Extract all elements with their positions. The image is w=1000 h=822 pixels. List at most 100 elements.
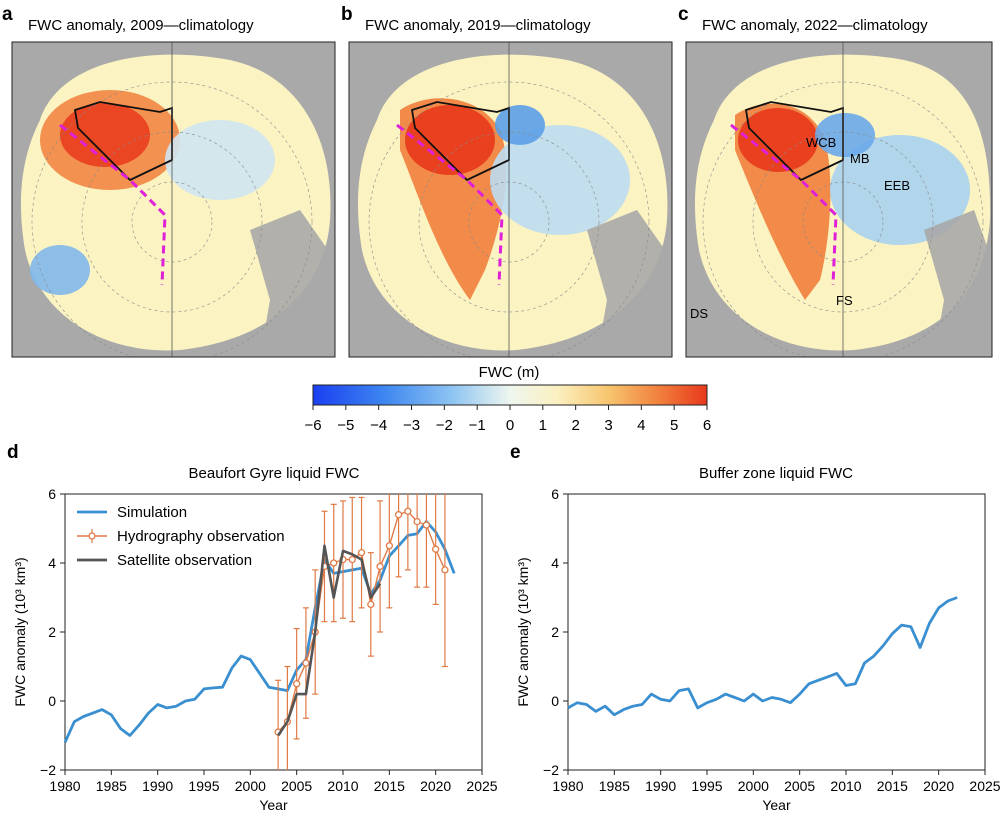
latitude-circle <box>81 131 263 313</box>
map-title-c: FWC anomaly, 2022—climatology <box>702 17 928 34</box>
land-mass <box>686 300 774 357</box>
series-line-satellite-observation <box>277 544 382 737</box>
land-mass <box>349 300 437 357</box>
land-mass <box>250 210 335 357</box>
data-point <box>432 545 440 553</box>
x-axis-title: Year <box>259 797 288 813</box>
anomaly-core <box>405 105 495 175</box>
data-point <box>385 542 393 550</box>
colorbar-tick-label: 5 <box>670 417 678 434</box>
map-frame <box>685 41 993 358</box>
data-point <box>293 680 301 688</box>
latitude-circle <box>368 81 650 357</box>
x-tick-label: 2010 <box>327 778 358 794</box>
region-label-wcb: WCB <box>806 135 836 150</box>
buffer-zone-line <box>59 123 167 286</box>
data-point <box>404 507 412 515</box>
x-tick-label: 1995 <box>691 778 722 794</box>
colorbar: FWC (m) −6 −5 −4 −3 −2 −1 0 1 2 3 4 5 6 <box>304 364 711 434</box>
negative-anomaly-region <box>30 245 90 295</box>
map-title-a: FWC anomaly, 2009—climatology <box>28 17 254 34</box>
map-panel-a: a FWC anomaly, 2009—climatology <box>2 4 336 358</box>
x-tick-label: 2025 <box>969 778 1000 794</box>
data-point <box>330 559 338 567</box>
x-tick-label: 2010 <box>830 778 861 794</box>
map-frame <box>11 41 336 358</box>
chart-title: Buffer zone liquid FWC <box>699 465 853 482</box>
buffer-zone-line <box>730 123 838 286</box>
legend-label: Satellite observation <box>117 552 252 569</box>
x-tick-label: 1980 <box>49 778 80 794</box>
legend-label: Simulation <box>117 504 187 521</box>
colorbar-tick-label: −3 <box>403 417 420 434</box>
colorbar-tick-label: −4 <box>370 417 387 434</box>
negative-anomaly-region <box>165 120 275 200</box>
colorbar-gradient <box>312 384 708 406</box>
buffer-zone-line <box>396 123 504 286</box>
colorbar-tick-label: 4 <box>637 417 645 434</box>
region-label-mb: MB <box>850 151 870 166</box>
panel-letter-b: b <box>341 4 353 25</box>
colorbar-tick-label: 3 <box>604 417 612 434</box>
data-point <box>367 600 375 609</box>
y-tick-label: 0 <box>48 693 56 709</box>
latitude-circle <box>31 81 313 357</box>
x-tick-label: 1990 <box>645 778 676 794</box>
legend-swatch-marker <box>88 532 96 540</box>
plot-frame <box>567 493 986 771</box>
data-point <box>302 659 310 667</box>
data-point <box>394 511 403 519</box>
land-mass <box>12 300 100 357</box>
colorbar-tick-label: 2 <box>571 417 579 434</box>
map-frame <box>348 41 673 358</box>
map-title-b: FWC anomaly, 2019—climatology <box>365 17 591 34</box>
anomaly-core <box>738 108 818 172</box>
x-tick-label: 2015 <box>374 778 405 794</box>
x-tick-label: 2020 <box>420 778 451 794</box>
panel-letter-d: d <box>7 442 19 463</box>
land-mass <box>587 210 672 357</box>
y-tick-label: −2 <box>40 762 56 778</box>
colorbar-tick-label: −5 <box>337 417 354 434</box>
x-tick-label: 2025 <box>466 778 497 794</box>
data-point <box>348 555 356 564</box>
anomaly-core <box>60 103 150 167</box>
x-tick-label: 2005 <box>281 778 312 794</box>
chart-title: Beaufort Gyre liquid FWC <box>189 465 360 482</box>
x-tick-label: 2000 <box>738 778 769 794</box>
x-tick-label: 2005 <box>784 778 815 794</box>
negative-anomaly-region <box>830 135 970 245</box>
data-point <box>441 566 449 574</box>
panel-letter-e: e <box>510 442 521 463</box>
colorbar-tick-label: −6 <box>304 417 321 434</box>
colorbar-tick-label: −2 <box>436 417 453 434</box>
colorbar-ticks: −6 −5 −4 −3 −2 −1 0 1 2 3 4 5 6 <box>304 405 711 434</box>
x-tick-label: 2015 <box>877 778 908 794</box>
map-panel-b: b FWC anomaly, 2019—climatology <box>341 4 673 358</box>
data-point <box>413 517 421 526</box>
chart-e: e Buffer zone liquid FWC 1980 1985 1990 1995 2… <box>510 442 1000 813</box>
region-label-fs: FS <box>836 293 853 308</box>
x-tick-label: 1985 <box>599 778 630 794</box>
land-mass <box>924 210 992 357</box>
y-tick-label: −2 <box>543 762 559 778</box>
y-axis-title: FWC anomaly (10³ km³) <box>515 557 531 706</box>
negative-anomaly-region <box>490 125 630 235</box>
panel-letter-a: a <box>2 4 13 25</box>
panel-letter-c: c <box>678 4 689 25</box>
y-axis-title: FWC anomaly (10³ km³) <box>12 557 28 706</box>
y-tick-label: 6 <box>551 486 559 502</box>
x-axis-title: Year <box>762 797 791 813</box>
colorbar-tick-label: 6 <box>703 417 711 434</box>
latitude-circle <box>702 81 984 357</box>
y-tick-label: 2 <box>48 624 56 640</box>
x-tick-label: 2020 <box>923 778 954 794</box>
data-point <box>357 549 366 557</box>
y-tick-label: 4 <box>551 555 559 571</box>
y-tick-label: 4 <box>48 555 56 571</box>
x-tick-label: 2000 <box>235 778 266 794</box>
chart-d: d Beaufort Gyre liquid FWC 1980 1985 1990 199… <box>7 442 498 813</box>
y-tick-label: 0 <box>551 693 559 709</box>
x-tick-label: 1990 <box>142 778 173 794</box>
